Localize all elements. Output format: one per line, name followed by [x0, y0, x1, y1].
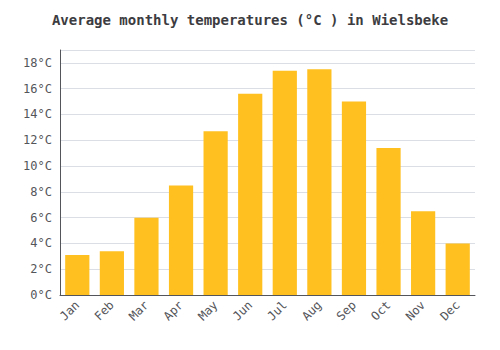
svg-text:18°C: 18°C — [23, 56, 52, 70]
svg-text:Sep: Sep — [334, 298, 359, 323]
svg-text:Oct: Oct — [368, 298, 393, 323]
svg-text:Dec: Dec — [437, 298, 462, 323]
svg-text:Aug: Aug — [299, 298, 324, 323]
svg-text:Jan: Jan — [57, 298, 82, 323]
svg-text:May: May — [195, 298, 220, 323]
svg-text:4°C: 4°C — [30, 236, 52, 250]
svg-text:14°C: 14°C — [23, 107, 52, 121]
svg-text:12°C: 12°C — [23, 133, 52, 147]
svg-text:Nov: Nov — [403, 298, 428, 323]
svg-text:Jun: Jun — [230, 298, 255, 323]
svg-text:Mar: Mar — [126, 298, 151, 323]
svg-text:Apr: Apr — [161, 298, 186, 323]
svg-text:6°C: 6°C — [30, 211, 52, 225]
svg-text:Feb: Feb — [92, 298, 117, 323]
svg-text:10°C: 10°C — [23, 159, 52, 173]
svg-text:8°C: 8°C — [30, 185, 52, 199]
svg-text:0°C: 0°C — [30, 288, 52, 302]
svg-text:Jul: Jul — [265, 298, 290, 323]
svg-text:2°C: 2°C — [30, 262, 52, 276]
svg-text:Average monthly temperatures (: Average monthly temperatures (°C ) in Wi… — [52, 12, 448, 28]
svg-text:16°C: 16°C — [23, 82, 52, 96]
